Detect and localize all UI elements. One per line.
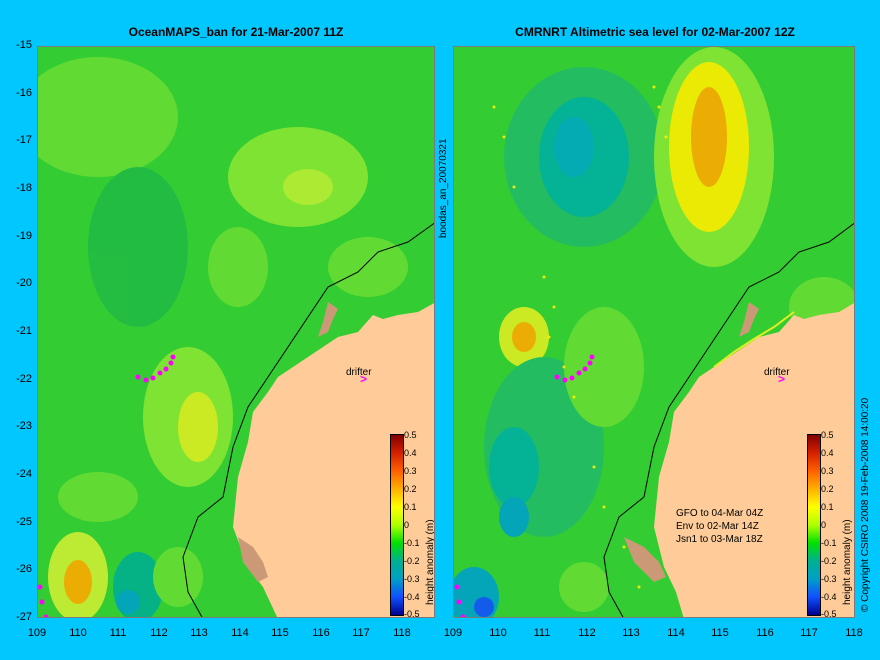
x-tick: 117 [352,627,370,639]
x-tick: 112 [578,627,596,639]
right-drifter-arrow-icon: > [778,372,786,386]
cb-tick: -0.5 [821,609,837,618]
copyright-label: © Copyright CSIRO 2008 19-Feb-2008 14:00… [860,397,871,612]
right-drifter-label: drifter [764,367,790,378]
right-panel-title: CMRNRT Altimetric sea level for 02-Mar-2… [515,25,795,39]
left-map-panel[interactable]: drifter > height anomaly (m) 0.5 0.4 0.3… [37,46,435,618]
x-tick: 112 [150,627,168,639]
cb-tick: 0.5 [821,430,834,440]
note-gfo: GFO to 04-Mar 04Z [676,508,764,519]
cb-tick: -0.3 [821,574,837,584]
left-colorbar [390,434,404,616]
cb-tick: 0 [404,520,410,530]
x-tick: 114 [667,627,685,639]
x-tick: 115 [711,627,729,639]
y-tick: -17 [16,134,32,146]
cb-tick: -0.4 [821,592,837,602]
left-drifter-arrow-icon: > [360,372,368,386]
cb-tick: 0.1 [404,502,417,512]
x-tick: 113 [190,627,208,639]
y-tick: -22 [16,373,32,385]
cb-tick: 0 [821,520,827,530]
right-colorbar-label: height anomaly (m) [842,519,853,605]
note-jsn1: Jsn1 to 03-Mar 18Z [676,534,763,545]
y-tick: -16 [16,87,32,99]
x-tick: 111 [109,627,127,639]
left-colorbar-label: height anomaly (m) [425,519,435,605]
y-tick: -19 [16,230,32,242]
x-tick: 117 [800,627,818,639]
x-tick: 115 [271,627,289,639]
x-tick: 109 [443,627,463,639]
y-tick: -25 [16,516,32,528]
x-tick: 113 [622,627,640,639]
x-tick: 110 [69,627,87,639]
y-tick: -26 [16,563,32,575]
cb-tick: -0.5 [404,609,420,618]
cb-tick: 0.5 [404,430,417,440]
x-tick: 110 [489,627,507,639]
cb-tick: 0.3 [404,466,417,476]
y-tick: -18 [16,182,32,194]
cb-tick: -0.3 [404,574,420,584]
left-map-canvas [38,47,434,617]
cb-tick: -0.2 [404,556,420,566]
cb-tick: 0.1 [821,502,834,512]
right-map-panel[interactable]: drifter > GFO to 04-Mar 04Z Env to 02-Ma… [453,46,855,618]
right-notes: GFO to 04-Mar 04Z Env to 02-Mar 14Z Jsn1… [676,507,763,546]
y-tick: -20 [16,277,32,289]
cb-tick: 0.3 [821,466,834,476]
cb-tick: -0.1 [821,538,837,548]
note-env: Env to 02-Mar 14Z [676,521,759,532]
middle-run-label: boodas_an_20070321 [438,138,449,238]
y-tick: -23 [16,420,32,432]
y-tick: -24 [16,468,32,480]
cb-tick: -0.2 [821,556,837,566]
x-tick: 114 [231,627,249,639]
right-map-canvas [454,47,854,617]
x-tick: 116 [312,627,330,639]
x-tick: 118 [393,627,411,639]
cb-tick: 0.2 [404,484,417,494]
left-panel-title: OceanMAPS_ban for 21-Mar-2007 11Z [128,25,344,39]
cb-tick: 0.4 [821,448,834,458]
x-tick: 116 [756,627,774,639]
x-tick: 111 [533,627,551,639]
x-tick: 118 [845,627,863,639]
cb-tick: -0.4 [404,592,420,602]
cb-tick: 0.4 [404,448,417,458]
cb-tick: 0.2 [821,484,834,494]
y-tick: -21 [16,325,32,337]
y-tick: -15 [16,39,32,51]
x-tick: 109 [27,627,47,639]
y-tick: -27 [16,611,32,623]
left-drifter-label: drifter [346,367,372,378]
cb-tick: -0.1 [404,538,420,548]
right-colorbar [807,434,821,616]
